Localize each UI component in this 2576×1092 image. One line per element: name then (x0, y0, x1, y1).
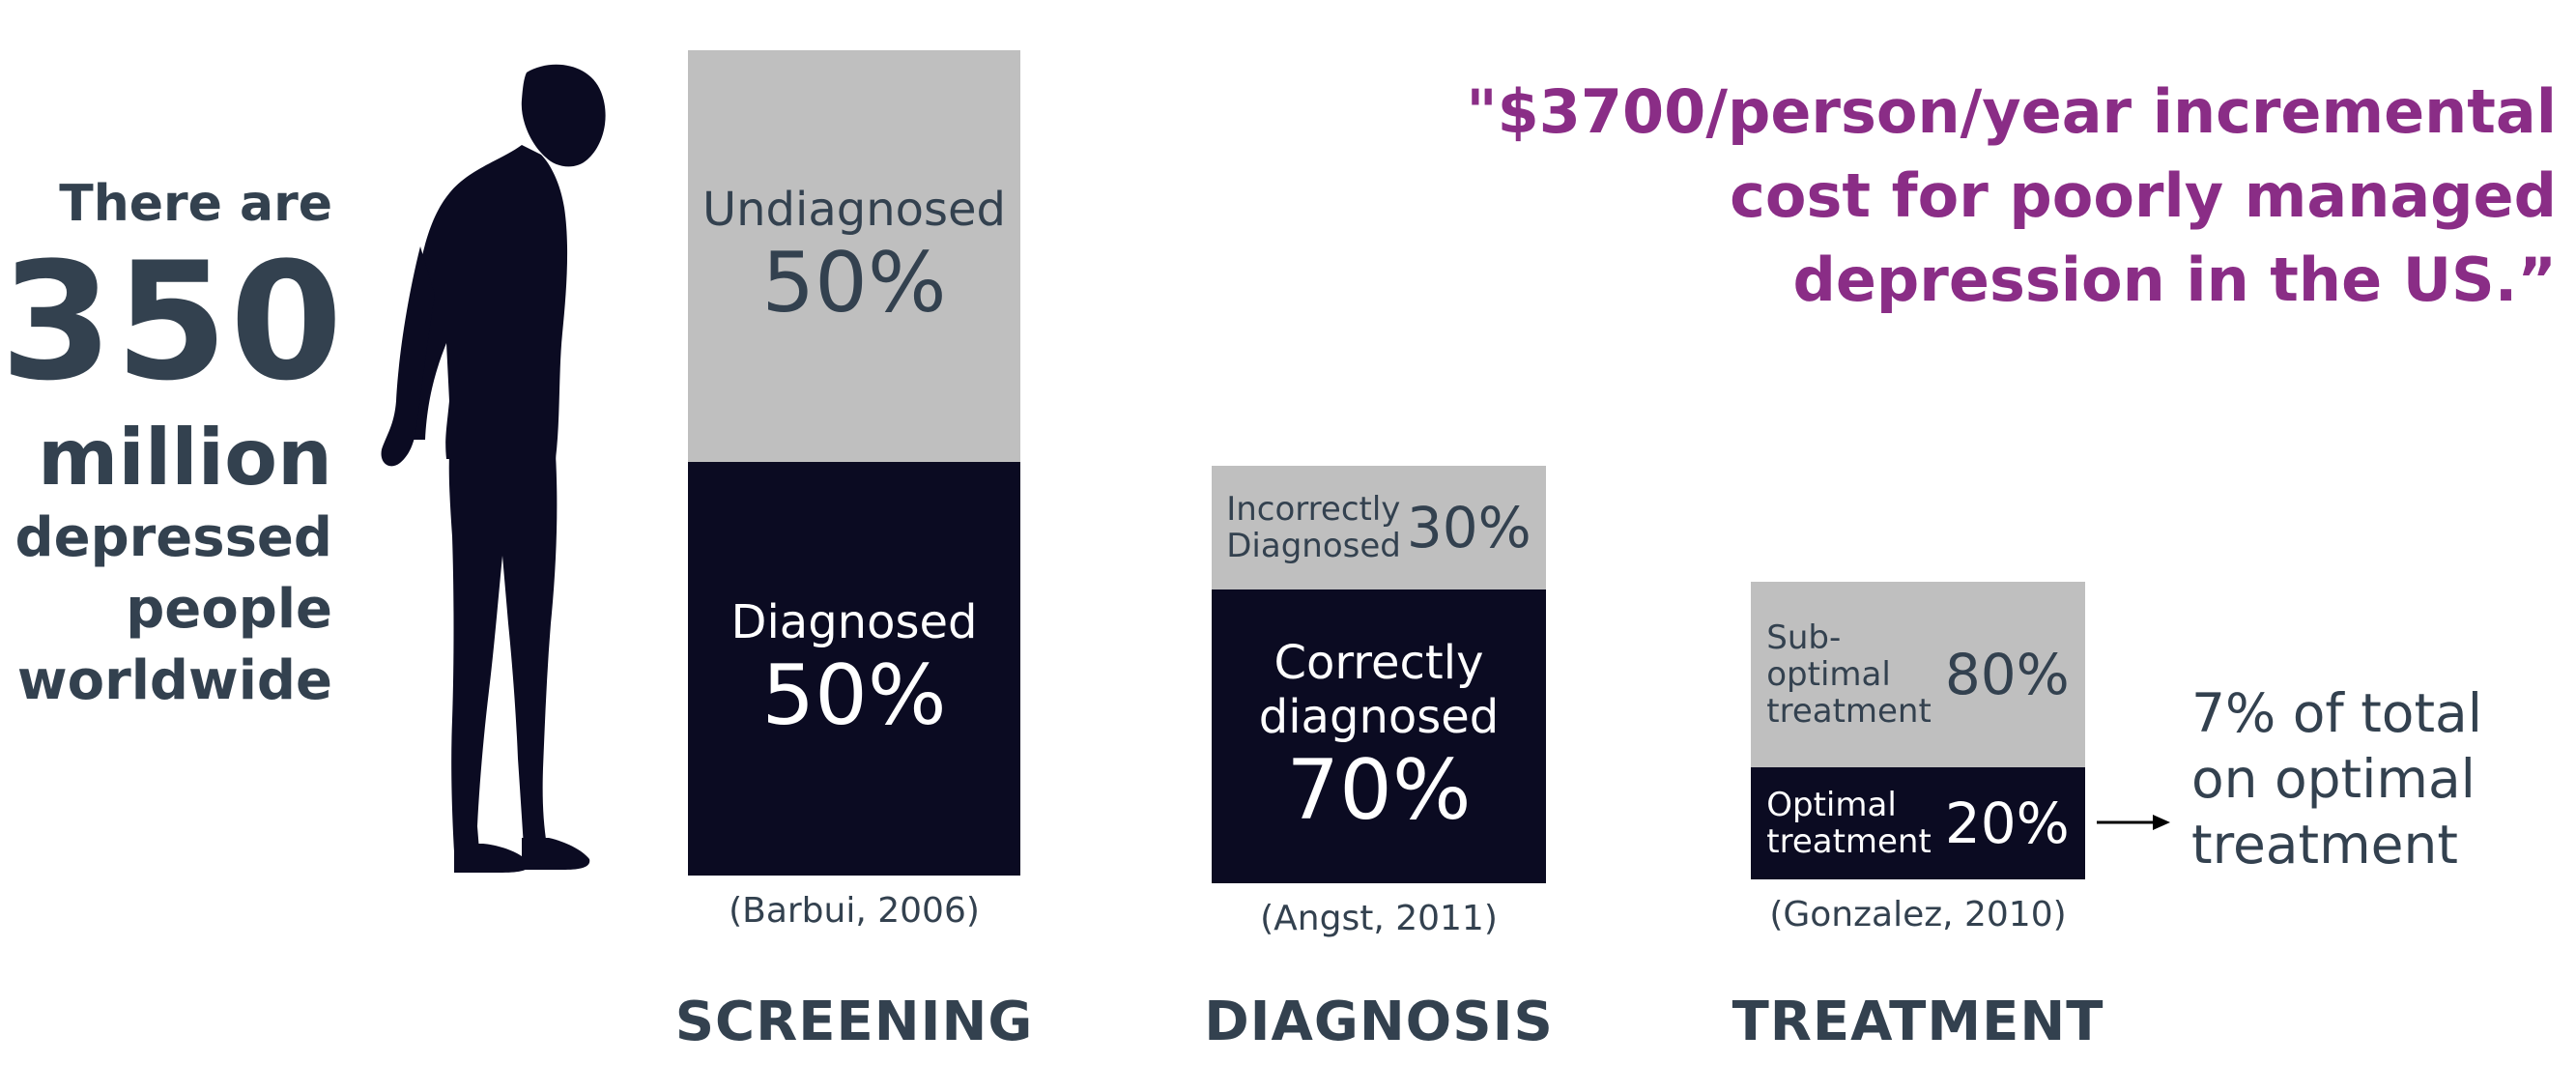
bar-screening-undiagnosed: Undiagnosed 50% (688, 50, 1020, 462)
undiagnosed-label: Undiagnosed (701, 183, 1007, 237)
statistic-block: There are 350 million depressed people w… (0, 174, 345, 717)
diagnosed-label: Diagnosed (730, 595, 978, 649)
suboptimal-label-2: optimal (1766, 655, 1891, 694)
note-line-2: on optimal (2191, 748, 2476, 810)
stat-desc-2: people (126, 578, 332, 641)
suboptimal-value: 80% (1944, 642, 2070, 707)
diagnosed-value: 50% (761, 647, 947, 744)
quote-line-3: depression in the US.” (1792, 244, 2558, 315)
quote-line-1: "$3700/person/year incremental (1466, 76, 2557, 147)
optimal-label-2: treatment (1766, 822, 1932, 861)
correct-label-2: diagnosed (1258, 690, 1500, 744)
optimal-treatment-note: 7% of total on optimal treatment (2191, 680, 2539, 877)
cost-quote: "$3700/person/year incremental cost for … (1301, 70, 2557, 322)
optimal-value: 20% (1944, 790, 2070, 856)
correct-value: 70% (1286, 742, 1472, 839)
stat-desc-1: depressed (14, 506, 332, 569)
suboptimal-label-1: Sub- (1766, 618, 1842, 657)
arrow-right-icon (2097, 815, 2170, 830)
bar-diagnosis-correct: Correctly diagnosed 70% (1212, 589, 1546, 883)
citation-gonzalez: (Gonzalez, 2010) (1769, 895, 2067, 934)
bar-treatment-optimal: Optimal treatment 20% (1751, 767, 2085, 879)
stat-desc-3: worldwide (16, 649, 332, 712)
suboptimal-label-3: treatment (1766, 692, 1932, 731)
stat-intro: There are (59, 175, 332, 233)
bar-screening-diagnosed: Diagnosed 50% (688, 462, 1020, 876)
bar-diagnosis-incorrect: Incorrectly Diagnosed 30% (1212, 466, 1546, 589)
incorrect-label-1: Incorrectly (1226, 490, 1401, 529)
stat-number: 350 (0, 227, 345, 417)
incorrect-label-2: Diagnosed (1226, 527, 1401, 565)
bar-treatment-suboptimal: Sub- optimal treatment 80% (1751, 582, 2085, 767)
incorrect-value: 30% (1406, 495, 1531, 560)
citation-angst: (Angst, 2011) (1260, 899, 1498, 938)
depressed-person-silhouette (381, 64, 606, 873)
note-line-1: 7% of total (2191, 682, 2482, 744)
stage-treatment: TREATMENT (1732, 991, 2104, 1053)
stage-diagnosis: DIAGNOSIS (1204, 991, 1554, 1053)
quote-line-2: cost for poorly managed (1730, 160, 2557, 231)
stat-unit: million (38, 413, 332, 503)
citation-barbui: (Barbui, 2006) (729, 891, 980, 931)
note-line-3: treatment (2191, 814, 2458, 876)
optimal-label-1: Optimal (1766, 786, 1897, 824)
undiagnosed-value: 50% (761, 235, 947, 331)
stage-screening: SCREENING (674, 991, 1034, 1053)
correct-label-1: Correctly (1274, 636, 1484, 690)
